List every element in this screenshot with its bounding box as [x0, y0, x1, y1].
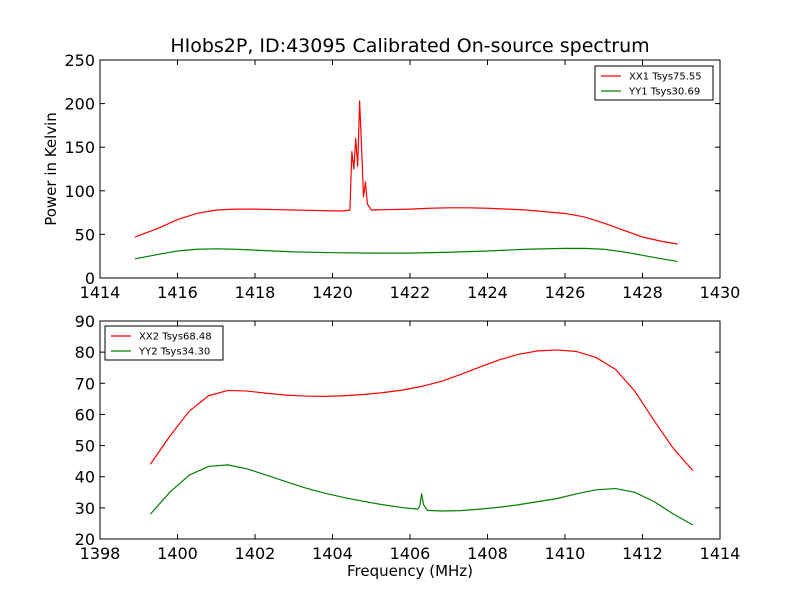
x-tick-label: 1412 — [622, 544, 663, 563]
x-tick-label: 1410 — [545, 544, 586, 563]
series-line-yy1-tsys30-69 — [134, 247, 678, 263]
y-tick-label: 30 — [75, 499, 95, 518]
chart-title: HIobs2P, ID:43095 Calibrated On-source s… — [170, 35, 649, 57]
legend-label: XX1 Tsys75.55 — [629, 72, 702, 83]
y-tick-label: 80 — [75, 343, 95, 362]
y-tick-label: 100 — [64, 182, 95, 201]
x-tick-label: 1408 — [467, 544, 508, 563]
series-line-xx1-tsys75-55 — [134, 100, 678, 245]
y-tick-label: 200 — [64, 95, 95, 114]
legend: XX2 Tsys68.48 YY2 Tsys34.30 — [104, 325, 224, 361]
x-axis-label: Frequency (MHz) — [347, 562, 473, 580]
x-tick-label: 1424 — [467, 283, 508, 302]
x-tick-label: 1426 — [545, 283, 586, 302]
legend-box — [594, 65, 714, 101]
x-tick-label: 1402 — [235, 544, 276, 563]
series-line-yy2-tsys34-30 — [149, 464, 694, 526]
x-tick-label: 1420 — [312, 283, 353, 302]
x-tick-label: 1418 — [235, 283, 276, 302]
legend-label: YY2 Tsys34.30 — [138, 347, 210, 358]
series-line-xx2-tsys68-48 — [149, 349, 694, 471]
y-tick-label: 60 — [75, 405, 95, 424]
y-tick-label: 150 — [64, 138, 95, 157]
x-tick-label: 1398 — [80, 544, 121, 563]
y-tick-label: 0 — [85, 269, 95, 288]
legend-label: YY1 Tsys30.69 — [628, 87, 700, 98]
legend-box — [104, 325, 224, 361]
y-tick-label: 50 — [75, 225, 95, 244]
y-tick-label: 20 — [75, 530, 95, 549]
y-tick-label: 90 — [75, 312, 95, 331]
y-axis-label: Power in Kelvin — [42, 112, 60, 226]
y-tick-label: 250 — [64, 51, 95, 70]
x-tick-label: 1400 — [157, 544, 198, 563]
legend-label: XX2 Tsys68.48 — [139, 332, 212, 343]
x-tick-label: 1406 — [390, 544, 431, 563]
x-tick-label: 1428 — [622, 283, 663, 302]
x-tick-label: 1404 — [312, 544, 353, 563]
y-tick-label: 50 — [75, 437, 95, 456]
bottom-panel: 1398 1400 1402 1404 1406 1408 1410 1412 1414 20 30… — [75, 312, 741, 580]
x-tick-label: 1414 — [700, 544, 741, 563]
legend: XX1 Tsys75.55 YY1 Tsys30.69 — [594, 65, 714, 101]
y-tick-label: 70 — [75, 374, 95, 393]
x-tick-label: 1430 — [700, 283, 741, 302]
x-tick-label: 1422 — [390, 283, 431, 302]
y-tick-label: 40 — [75, 468, 95, 487]
x-tick-label: 1414 — [80, 283, 121, 302]
x-tick-label: 1416 — [157, 283, 198, 302]
top-panel: 1414 1416 1418 1420 1422 1424 1426 1428 1430 0 50 1… — [42, 51, 740, 302]
